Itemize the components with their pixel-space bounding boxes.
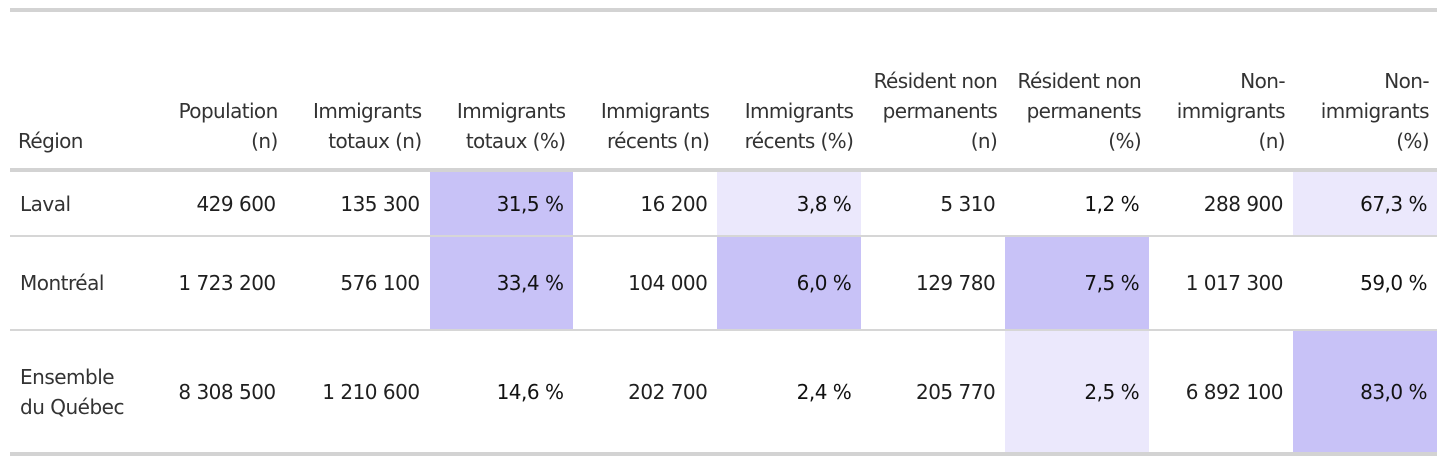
column-header-immigrants-recent-pct: Immigrants récents (%) xyxy=(717,8,862,172)
table-row-ensemble-du-quebec: Ensemble du Québec 8 308 500 1 210 600 1… xyxy=(10,330,1437,456)
cell-immigrants-recent-pct: 2,4 % xyxy=(717,330,862,456)
cell-immigrants-recent-n: 104 000 xyxy=(573,236,718,331)
data-table-wrapper: Région Population (n) Immigrants totaux … xyxy=(10,8,1437,456)
cell-non-permanent-pct: 7,5 % xyxy=(1005,236,1150,331)
cell-non-immigrants-pct: 67,3 % xyxy=(1293,170,1437,237)
cell-region: Laval xyxy=(10,170,144,237)
cell-immigrants-total-pct: 33,4 % xyxy=(429,236,574,331)
cell-immigrants-recent-n: 202 700 xyxy=(573,330,718,456)
cell-non-permanent-pct: 2,5 % xyxy=(1005,330,1150,456)
cell-population: 8 308 500 xyxy=(143,330,286,456)
column-header-non-immigrants-n: Non-immigrants (n) xyxy=(1149,8,1293,172)
cell-non-permanent-pct: 1,2 % xyxy=(1005,170,1150,237)
immigration-table: Région Population (n) Immigrants totaux … xyxy=(10,8,1437,456)
column-header-non-immigrants-pct: Non-immigrants (%) xyxy=(1293,8,1437,172)
cell-non-permanent-n: 129 780 xyxy=(861,236,1006,331)
cell-non-immigrants-n: 6 892 100 xyxy=(1149,330,1293,456)
column-header-non-permanent-n: Résident non permanents (n) xyxy=(861,8,1006,172)
column-header-immigrants-total-pct: Immigrants totaux (%) xyxy=(429,8,574,172)
cell-immigrants-total-pct: 14,6 % xyxy=(429,330,574,456)
cell-non-permanent-n: 205 770 xyxy=(861,330,1006,456)
cell-population: 1 723 200 xyxy=(143,236,286,331)
cell-non-immigrants-pct: 83,0 % xyxy=(1293,330,1437,456)
cell-immigrants-recent-pct: 6,0 % xyxy=(717,236,862,331)
cell-non-immigrants-pct: 59,0 % xyxy=(1293,236,1437,331)
column-header-non-permanent-pct: Résident non permanents (%) xyxy=(1005,8,1150,172)
cell-immigrants-recent-pct: 3,8 % xyxy=(717,170,862,237)
cell-immigrants-total-n: 135 300 xyxy=(285,170,430,237)
cell-region: Ensemble du Québec xyxy=(10,330,144,456)
table-row-laval: Laval 429 600 135 300 31,5 % 16 200 3,8 … xyxy=(10,170,1437,237)
column-header-population: Population (n) xyxy=(143,8,286,172)
cell-region: Montréal xyxy=(10,236,144,331)
column-header-immigrants-total-n: Immigrants totaux (n) xyxy=(285,8,430,172)
cell-population: 429 600 xyxy=(143,170,286,237)
cell-immigrants-total-pct: 31,5 % xyxy=(429,170,574,237)
cell-immigrants-recent-n: 16 200 xyxy=(573,170,718,237)
cell-immigrants-total-n: 1 210 600 xyxy=(285,330,430,456)
column-header-region: Région xyxy=(10,8,144,172)
header-row: Région Population (n) Immigrants totaux … xyxy=(10,8,1437,172)
cell-immigrants-total-n: 576 100 xyxy=(285,236,430,331)
cell-non-permanent-n: 5 310 xyxy=(861,170,1006,237)
column-header-immigrants-recent-n: Immigrants récents (n) xyxy=(573,8,718,172)
table-row-montreal: Montréal 1 723 200 576 100 33,4 % 104 00… xyxy=(10,236,1437,331)
cell-non-immigrants-n: 288 900 xyxy=(1149,170,1293,237)
cell-non-immigrants-n: 1 017 300 xyxy=(1149,236,1293,331)
